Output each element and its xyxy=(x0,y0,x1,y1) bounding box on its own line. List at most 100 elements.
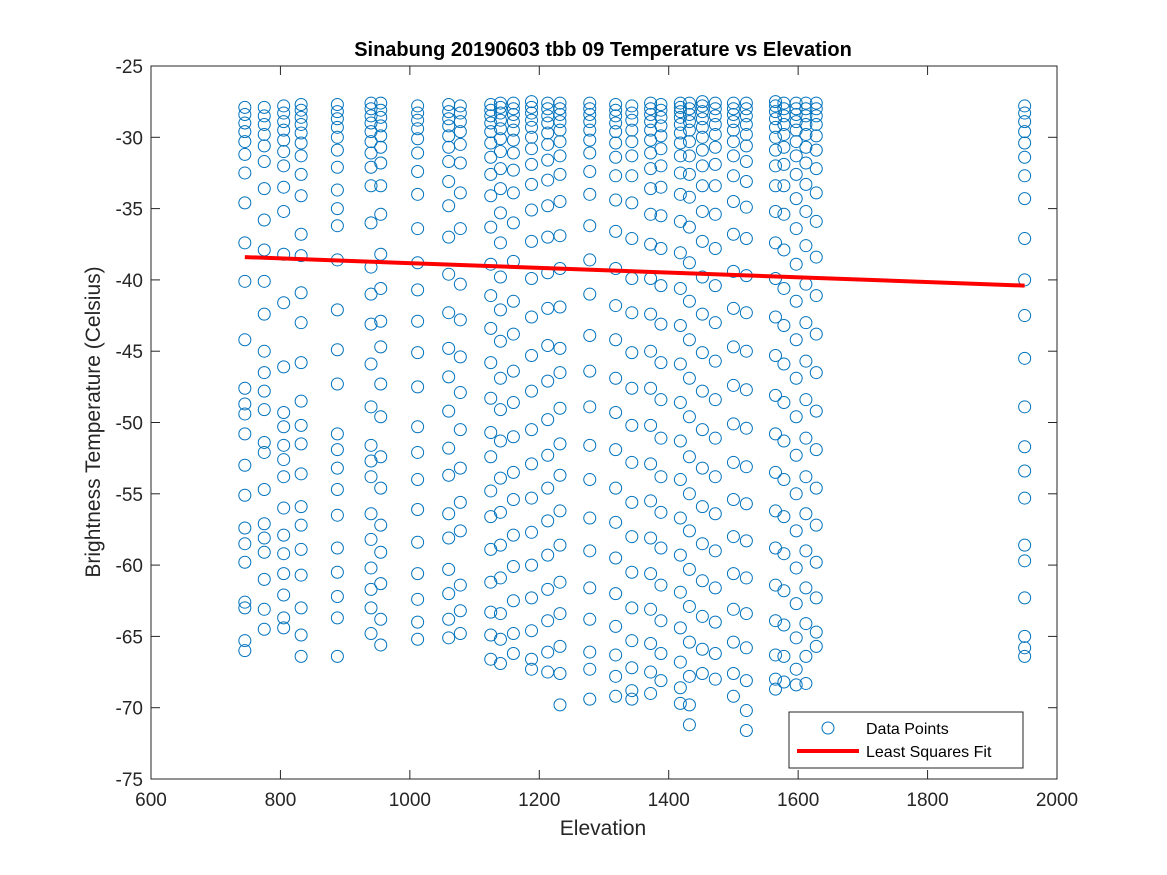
data-point xyxy=(799,204,813,218)
data-point xyxy=(609,406,623,420)
data-point xyxy=(330,130,344,144)
data-point xyxy=(583,612,597,626)
data-point xyxy=(799,676,813,690)
data-point xyxy=(789,96,803,110)
data-point xyxy=(541,614,555,628)
data-point xyxy=(525,591,539,605)
data-point xyxy=(682,698,696,712)
data-point xyxy=(644,162,658,176)
data-point xyxy=(625,346,639,360)
data-point xyxy=(768,204,782,218)
data-point xyxy=(625,135,639,149)
data-point xyxy=(673,319,687,333)
data-point xyxy=(506,493,520,507)
data-point xyxy=(484,98,498,112)
data-point xyxy=(739,571,753,585)
data-point xyxy=(583,253,597,267)
x-tick-label: 1000 xyxy=(389,790,431,811)
data-point xyxy=(484,425,498,439)
data-point xyxy=(364,146,378,160)
y-axis-label: Brightness Temperature (Celsius) xyxy=(82,266,105,577)
data-point xyxy=(809,327,823,341)
data-point xyxy=(673,681,687,695)
data-point xyxy=(708,279,722,293)
data-point xyxy=(330,219,344,233)
data-point xyxy=(506,465,520,479)
data-point xyxy=(374,110,388,124)
data-point xyxy=(374,156,388,170)
data-point xyxy=(442,119,456,133)
data-point xyxy=(525,384,539,398)
data-point xyxy=(768,130,782,144)
data-point xyxy=(739,117,753,131)
data-point xyxy=(330,98,344,112)
data-point xyxy=(411,535,425,549)
data-point xyxy=(374,103,388,117)
data-point xyxy=(799,96,813,110)
data-point xyxy=(294,542,308,556)
legend-box xyxy=(788,711,1024,769)
data-point xyxy=(453,604,467,618)
data-point xyxy=(695,130,709,144)
data-point xyxy=(453,115,467,129)
data-point xyxy=(682,410,696,424)
data-point xyxy=(739,674,753,688)
data-point xyxy=(708,581,722,595)
data-point xyxy=(695,105,709,119)
data-point xyxy=(277,611,291,625)
data-point xyxy=(726,149,740,163)
data-point xyxy=(525,348,539,362)
data-point xyxy=(484,150,498,164)
data-point xyxy=(277,567,291,581)
data-point xyxy=(493,100,507,114)
data-point xyxy=(553,300,567,314)
data-point xyxy=(583,165,597,179)
data-point xyxy=(506,163,520,177)
data-point xyxy=(609,371,623,385)
data-point xyxy=(799,239,813,253)
data-point xyxy=(625,169,639,183)
data-point xyxy=(739,383,753,397)
data-point xyxy=(583,102,597,116)
data-point xyxy=(330,120,344,134)
data-point xyxy=(583,544,597,558)
data-point xyxy=(625,106,639,120)
data-point xyxy=(442,531,456,545)
data-point xyxy=(609,103,623,117)
data-point xyxy=(673,357,687,371)
data-point xyxy=(789,410,803,424)
data-point xyxy=(294,167,308,181)
data-point xyxy=(644,665,658,679)
data-point xyxy=(525,624,539,638)
data-point xyxy=(493,106,507,120)
data-point xyxy=(453,350,467,364)
data-point xyxy=(294,437,308,451)
data-point xyxy=(294,356,308,370)
data-point xyxy=(739,306,753,320)
data-point xyxy=(506,115,520,129)
data-point xyxy=(777,618,791,632)
data-point xyxy=(739,175,753,189)
data-point xyxy=(553,135,567,149)
data-point xyxy=(277,621,291,635)
data-point xyxy=(525,113,539,127)
data-point xyxy=(374,518,388,532)
x-tick-label: 1200 xyxy=(518,790,560,811)
data-point xyxy=(442,306,456,320)
data-point xyxy=(294,467,308,481)
data-point xyxy=(411,346,425,360)
data-point xyxy=(682,190,696,204)
data-point xyxy=(799,316,813,330)
data-point xyxy=(411,615,425,629)
data-point xyxy=(238,274,252,288)
data-point xyxy=(277,115,291,129)
data-point xyxy=(411,222,425,236)
data-point xyxy=(411,187,425,201)
data-point xyxy=(768,614,782,628)
data-point xyxy=(1018,99,1032,113)
data-point xyxy=(493,236,507,250)
data-point xyxy=(411,632,425,646)
data-point xyxy=(768,159,782,173)
data-point xyxy=(726,115,740,129)
data-point xyxy=(277,360,291,374)
